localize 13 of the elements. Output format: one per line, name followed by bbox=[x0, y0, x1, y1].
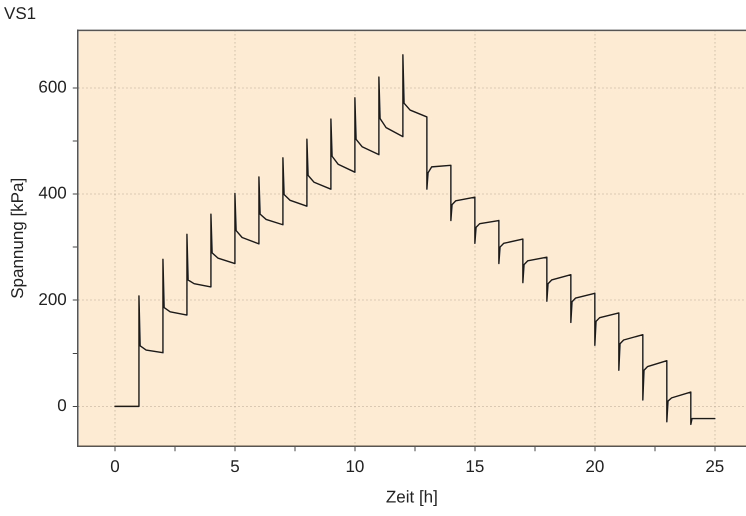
x-tick-label: 25 bbox=[705, 457, 724, 476]
y-tick-label: 400 bbox=[38, 184, 67, 203]
x-tick-label: 5 bbox=[230, 457, 240, 476]
y-tick-label: 200 bbox=[38, 290, 67, 309]
x-axis-title: Zeit [h] bbox=[386, 487, 438, 506]
x-tick-label: 0 bbox=[110, 457, 120, 476]
x-tick-label: 20 bbox=[585, 457, 604, 476]
y-tick-label: 600 bbox=[38, 77, 67, 96]
y-axis-title: Spannung [kPa] bbox=[8, 178, 27, 299]
x-tick-label: 10 bbox=[345, 457, 364, 476]
x-tick-label: 15 bbox=[465, 457, 484, 476]
chart-title: VS1 bbox=[4, 4, 36, 23]
y-tick-label: 0 bbox=[57, 396, 67, 416]
